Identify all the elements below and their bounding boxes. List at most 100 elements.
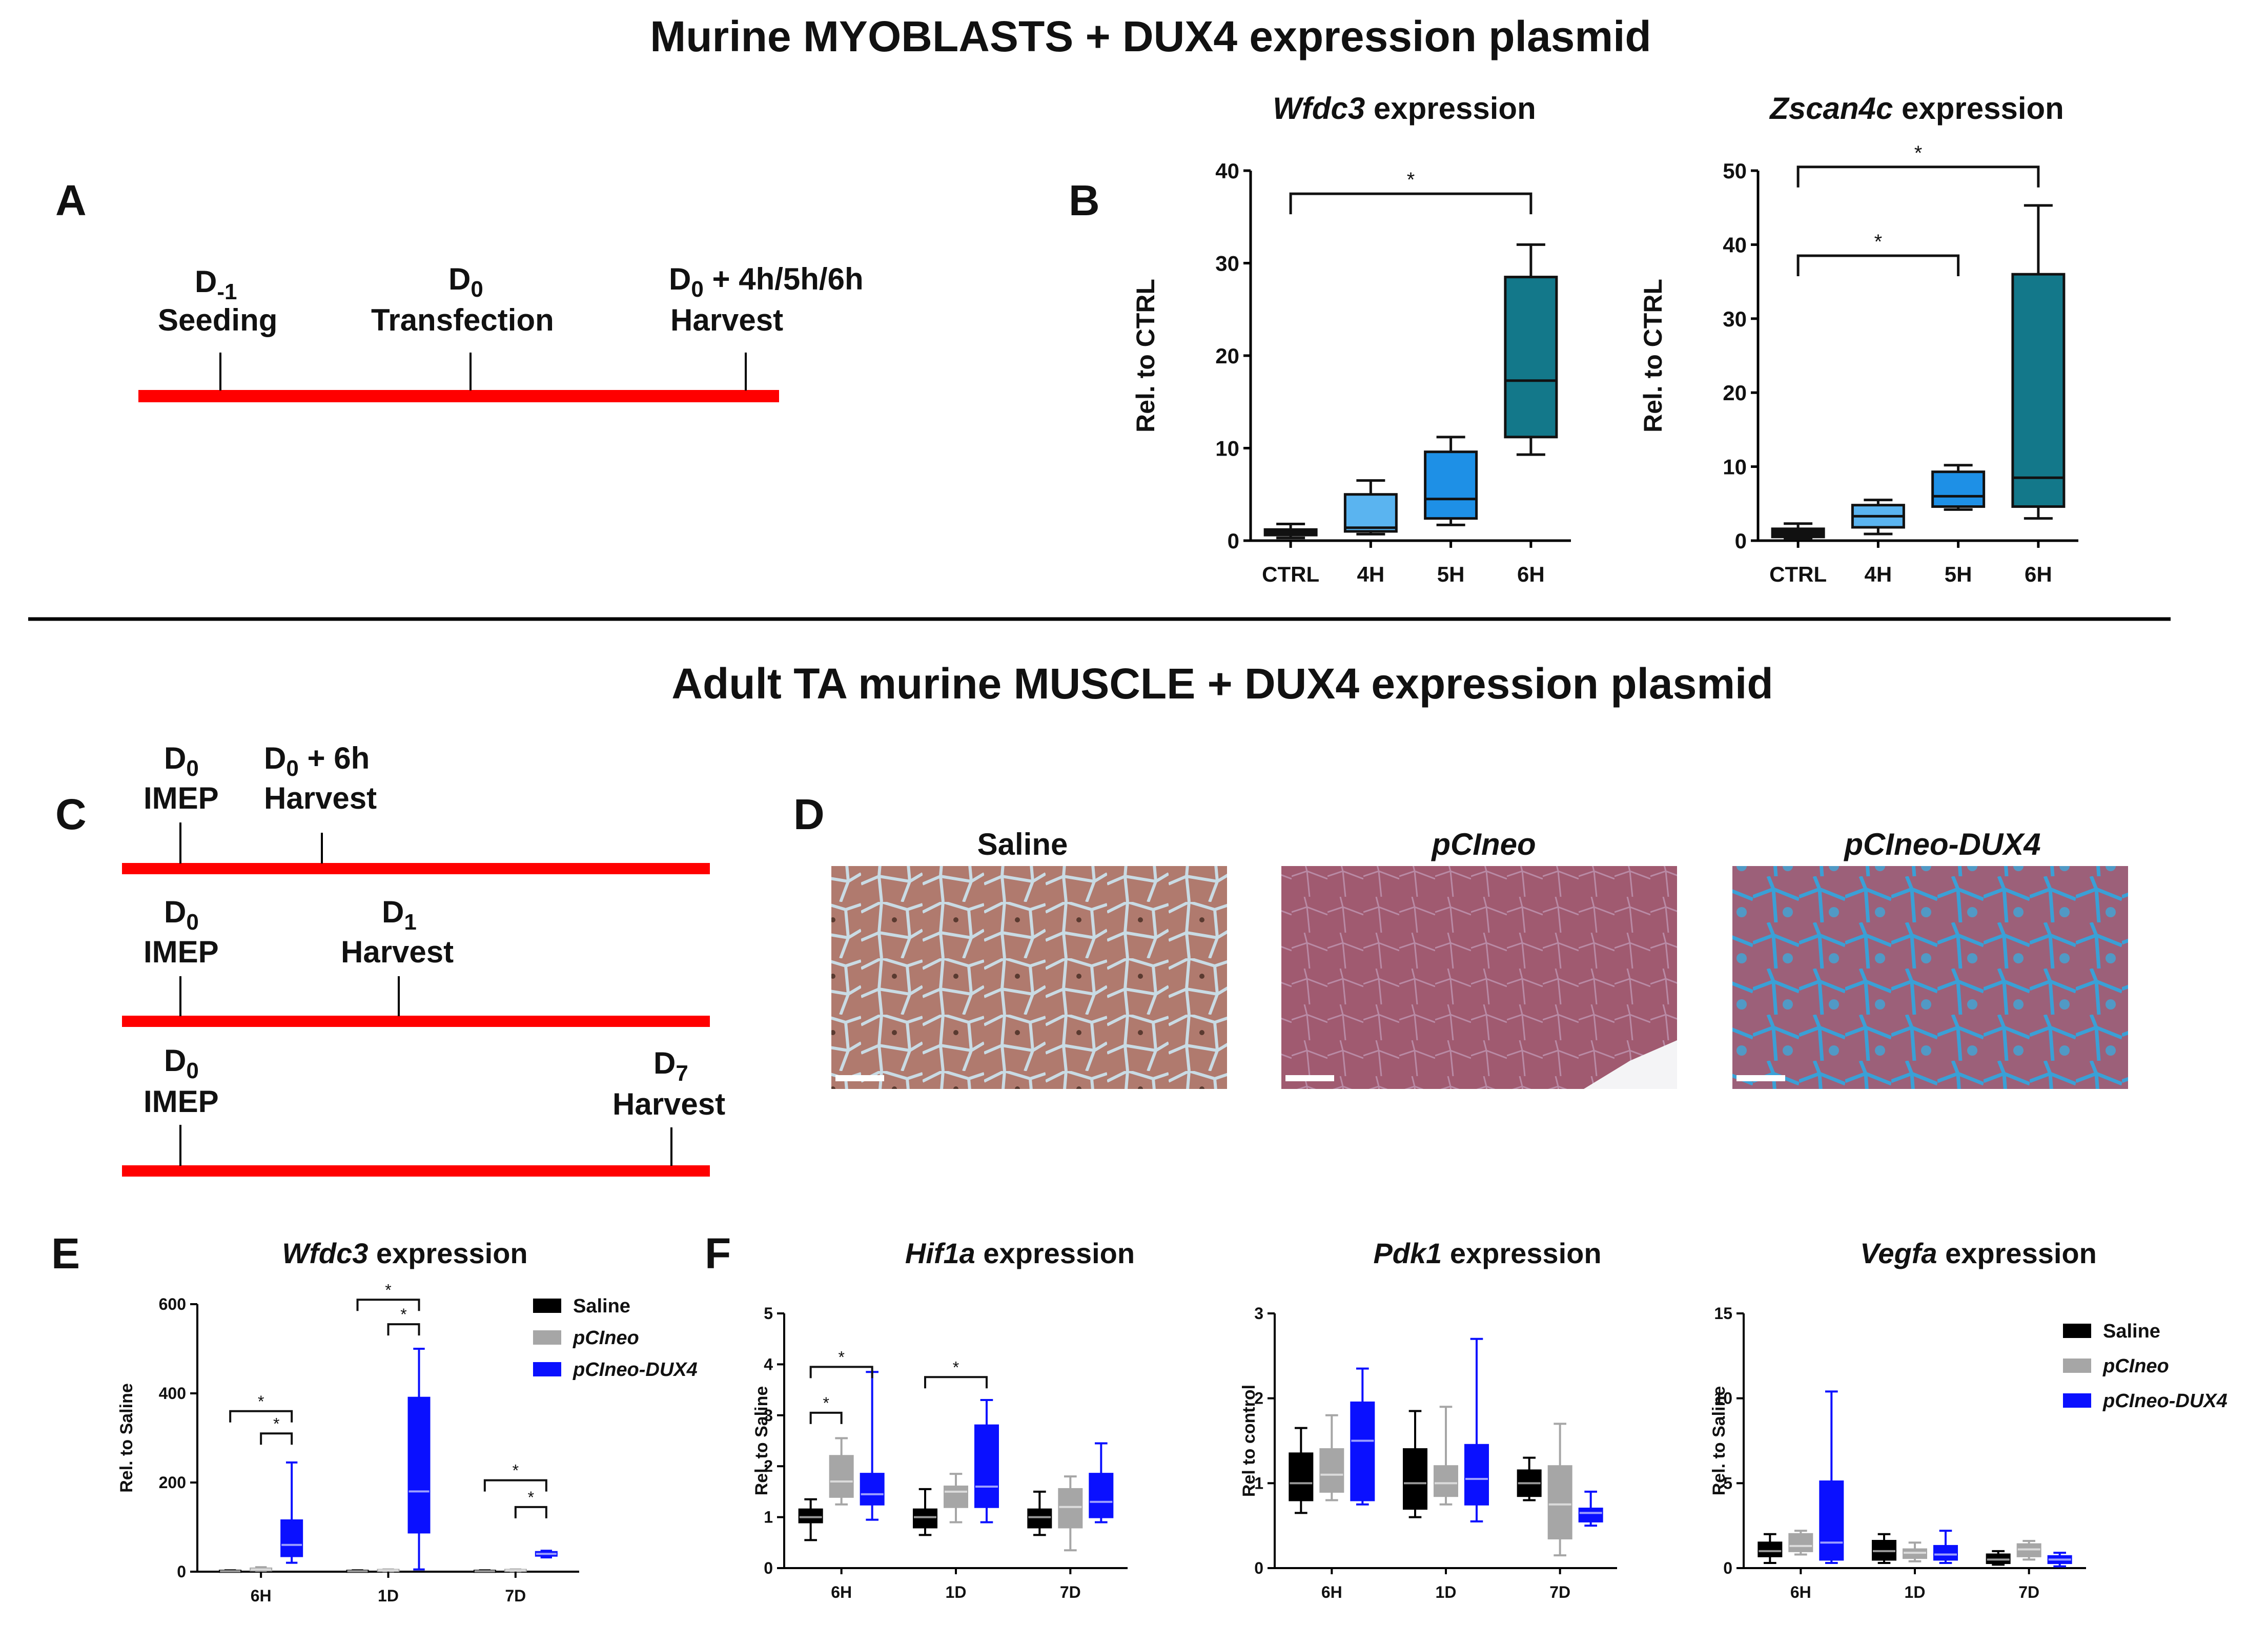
box — [798, 1508, 823, 1524]
significance-star: * — [823, 1394, 829, 1412]
timeline-day-label: D-1 — [195, 264, 237, 304]
x-tick-label: 7D — [1060, 1583, 1081, 1601]
y-tick-label: 20 — [1215, 344, 1239, 368]
y-tick-label: 10 — [1723, 455, 1747, 479]
histology-label-dux4: pCIneo-DUX4 — [1843, 827, 2040, 861]
significance-bracket — [1796, 254, 1960, 277]
significance-star: * — [1914, 142, 1923, 164]
x-tick-label: 5H — [1437, 562, 1465, 586]
box — [1933, 1545, 1958, 1561]
x-tick-label: 4H — [1865, 562, 1892, 586]
histology-label-pcineo: pCIneo — [1431, 827, 1536, 861]
chart-hif1a: Hif1a expression 0 1 2 3 4 5 Rel. to Saline 6H 1D… — [752, 1237, 1135, 1601]
y-tick-label: 30 — [1215, 252, 1239, 276]
box — [913, 1508, 937, 1529]
significance-bracket — [387, 1323, 420, 1336]
significance-bracket — [1796, 166, 2040, 188]
panel-label-d: D — [793, 790, 825, 838]
box — [944, 1485, 968, 1508]
timeline-event-label: Seeding — [158, 303, 277, 337]
y-tick-label: 1 — [1254, 1474, 1263, 1492]
x-tick-label: 5H — [1945, 562, 1972, 586]
y-tick-label: 3 — [764, 1406, 773, 1425]
timeline-day-label: D0 + 6h — [264, 741, 370, 781]
legend-label: Saline — [2103, 1321, 2160, 1342]
box — [1289, 1452, 1314, 1501]
significance-star: * — [1874, 231, 1883, 253]
significance-bracket — [229, 1410, 293, 1423]
y-tick-label: 10 — [1714, 1389, 1732, 1408]
timeline-day-label: D1 — [382, 895, 417, 935]
y-tick-label: 0 — [1228, 529, 1239, 553]
box — [407, 1396, 431, 1534]
chart-pdk1: Pdk1 expression 0 1 2 3 Rel to control 6H 1D 7D — [1239, 1237, 1617, 1601]
timeline-c3: D0 IMEP D7 Harvest — [122, 1043, 725, 1177]
chart-title-gene: Zscan4c — [1769, 91, 1893, 126]
timeline-day-label: D0 + 4h/5h/6h — [669, 262, 864, 302]
chart-title-rest: expression — [1937, 1237, 2097, 1269]
legend-label: pCIneo-DUX4 — [573, 1359, 698, 1381]
legend-label: Saline — [573, 1295, 630, 1317]
box — [1931, 470, 1986, 508]
timeline-event-label: IMEP — [144, 1084, 219, 1119]
box — [2011, 273, 2066, 508]
chart-title-rest: expression — [368, 1237, 527, 1269]
x-tick-label: 1D — [1905, 1583, 1926, 1601]
y-tick-label: 5 — [1723, 1474, 1732, 1492]
legend-swatch — [2063, 1359, 2091, 1373]
timeline-c2: D0 IMEP D1 Harvest — [122, 895, 710, 1027]
histology-image-pcineo — [1281, 866, 1677, 1089]
box — [1464, 1444, 1489, 1506]
timeline-event-label: Harvest — [612, 1087, 725, 1121]
box — [1058, 1488, 1083, 1529]
box — [1504, 276, 1558, 439]
x-tick-label: 1D — [378, 1587, 399, 1605]
significance-star: * — [528, 1488, 534, 1507]
chart-title-rest: expression — [975, 1237, 1135, 1269]
y-tick-label: 40 — [1215, 159, 1239, 183]
y-tick-label: 200 — [159, 1473, 186, 1492]
chart-title-gene: Vegfa — [1860, 1237, 1937, 1269]
box — [1424, 450, 1478, 520]
histology-pcineo: pCIneo — [1281, 827, 1677, 1089]
y-axis-label: Rel. to CTRL — [1131, 279, 1160, 433]
x-tick-label: 6H — [1321, 1583, 1342, 1601]
chart-title-gene: Wfdc3 — [1273, 91, 1365, 126]
histology-label-saline: Saline — [977, 827, 1068, 861]
box — [1547, 1465, 1572, 1540]
chart-title-rest: expression — [1442, 1237, 1601, 1269]
x-tick-label: 6H — [2025, 562, 2052, 586]
box — [1350, 1401, 1375, 1501]
timeline-c1: D0 IMEP D0 + 6h Harvest — [122, 741, 710, 874]
significance-bracket — [1289, 192, 1533, 215]
chart-title-rest: expression — [1893, 91, 2064, 126]
x-tick-label: 6H — [251, 1587, 272, 1605]
chart-title-gene: Hif1a — [905, 1237, 975, 1269]
timeline-day-label: D0 — [164, 895, 199, 935]
legend-swatch — [533, 1330, 561, 1345]
y-tick-label: 2 — [764, 1457, 773, 1475]
y-tick-label: 0 — [764, 1559, 773, 1577]
timeline-event-label: Harvest — [341, 935, 454, 969]
box — [1027, 1508, 1052, 1529]
timeline-event-label: IMEP — [144, 935, 219, 969]
panel-label-e: E — [51, 1229, 80, 1278]
x-tick-label: 6H — [1517, 562, 1545, 586]
significance-star: * — [1407, 169, 1415, 191]
y-tick-label: 10 — [1215, 437, 1239, 461]
box — [1403, 1448, 1427, 1510]
chart-zscan4c-myoblasts: Zscan4c expression 0 10 20 30 40 50 Rel. to CTR… — [1639, 91, 2078, 586]
significance-bracket — [924, 1376, 988, 1389]
x-tick-label: 1D — [946, 1583, 967, 1601]
histology-image-saline — [831, 866, 1227, 1089]
x-tick-label: CTRL — [1262, 562, 1319, 586]
legend-swatch — [2063, 1393, 2091, 1408]
y-tick-label: 0 — [1723, 1559, 1732, 1577]
chart-wfdc3-muscle: Wfdc3 expression 0 200 400 600 Rel. to Saline… — [117, 1237, 698, 1605]
chart-title: Wfdc3 expression — [1273, 91, 1536, 126]
timeline-day-label: D7 — [653, 1046, 688, 1086]
panel-label-c: C — [55, 790, 87, 838]
box — [1089, 1473, 1114, 1518]
significance-star: * — [513, 1462, 519, 1480]
histology-image-dux4 — [1732, 866, 2128, 1089]
